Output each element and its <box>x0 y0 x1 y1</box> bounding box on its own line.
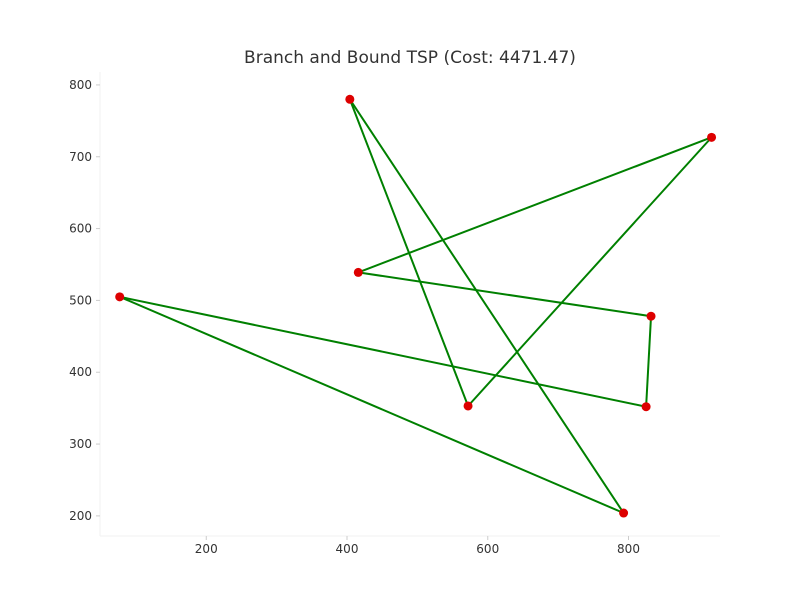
route-segment <box>467 136 713 407</box>
city-point <box>646 311 656 321</box>
city-point <box>353 267 363 277</box>
city-point <box>345 94 355 104</box>
route-segment <box>357 136 713 274</box>
y-tick-label: 200 <box>69 509 92 523</box>
y-tick-label: 300 <box>69 437 92 451</box>
y-tick-label: 500 <box>69 293 92 307</box>
route-segment <box>357 271 653 318</box>
route-segment <box>645 315 653 408</box>
x-axis-ticks: 200 400 600 800 <box>195 536 640 556</box>
city-point <box>707 132 717 142</box>
route-segment <box>118 295 648 408</box>
y-tick-label: 400 <box>69 365 92 379</box>
x-tick-label: 400 <box>336 542 359 556</box>
y-tick-label: 700 <box>69 150 92 164</box>
x-tick-label: 600 <box>476 542 499 556</box>
city-point <box>115 292 125 302</box>
route-segment <box>348 98 625 515</box>
x-tick-label: 200 <box>195 542 218 556</box>
y-axis-ticks: 200 300 400 500 600 700 800 <box>69 78 100 523</box>
y-tick-label: 600 <box>69 222 92 236</box>
route-segment <box>118 295 625 515</box>
y-tick-label: 800 <box>69 78 92 92</box>
x-tick-label: 800 <box>617 542 640 556</box>
tour-route <box>118 98 713 515</box>
route-segment <box>348 98 470 407</box>
city-points <box>115 94 717 518</box>
chart-title: Branch and Bound TSP (Cost: 4471.47) <box>244 48 576 68</box>
city-point <box>619 508 629 518</box>
city-point <box>463 401 473 411</box>
city-point <box>641 402 651 412</box>
